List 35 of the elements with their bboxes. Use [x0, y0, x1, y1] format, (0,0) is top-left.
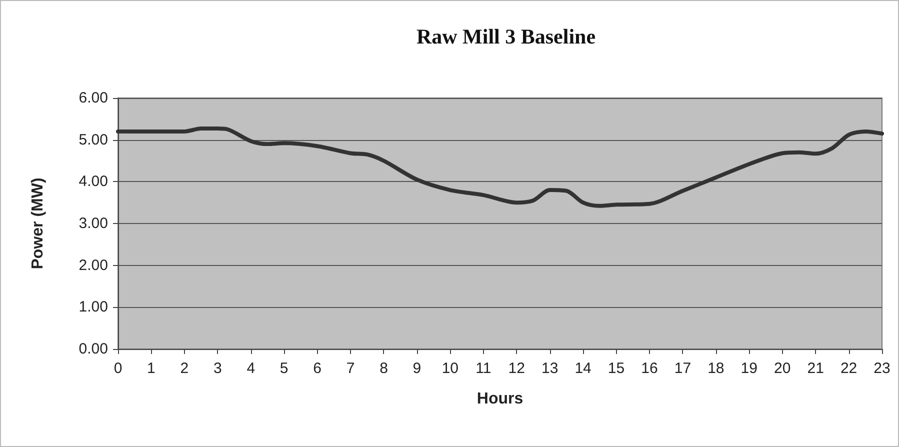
x-tick-label: 11	[476, 360, 492, 377]
x-tick-label: 23	[874, 360, 890, 377]
y-tick-label: 3.00	[78, 215, 108, 232]
x-axis-title: Hours	[476, 390, 524, 408]
y-tick-label: 1.00	[78, 298, 108, 316]
x-tick-label: 7	[346, 360, 355, 377]
y-tick-label: 5.00	[78, 131, 108, 148]
x-tick-label: 1	[147, 360, 156, 377]
x-tick-label: 4	[246, 360, 256, 377]
x-tick-label: 17	[674, 360, 692, 377]
y-tick-label: 6.00	[78, 90, 108, 106]
x-tick-label: 2	[180, 360, 189, 377]
x-tick-label: 10	[442, 360, 459, 377]
y-axis-title: Power (MW)	[30, 178, 46, 270]
x-tick-label: 16	[641, 360, 658, 377]
x-tick-label: 15	[608, 360, 625, 377]
y-tick-label: 4.00	[78, 173, 108, 190]
x-tick-label: 5	[280, 360, 288, 377]
x-tick-label: 13	[541, 360, 558, 377]
x-tick-label: 21	[807, 360, 824, 377]
x-tick-label: 8	[380, 360, 388, 377]
x-tick-label: 14	[574, 360, 592, 377]
x-tick-label: 19	[740, 360, 758, 377]
x-tick-label: 12	[508, 360, 525, 377]
x-tick-label: 22	[840, 360, 858, 377]
x-tick-label: 0	[114, 360, 122, 377]
x-tick-label: 3	[213, 360, 222, 377]
y-tick-label: 0.00	[78, 340, 108, 358]
y-tick-label: 2.00	[78, 256, 108, 274]
x-tick-label: 20	[774, 360, 791, 377]
x-tick-label: 6	[313, 360, 322, 377]
line-series	[116, 126, 884, 208]
chart-title: Raw Mill 3 Baseline	[416, 24, 596, 48]
x-tick-label: 9	[412, 360, 422, 377]
x-tick-label: 18	[708, 360, 724, 377]
